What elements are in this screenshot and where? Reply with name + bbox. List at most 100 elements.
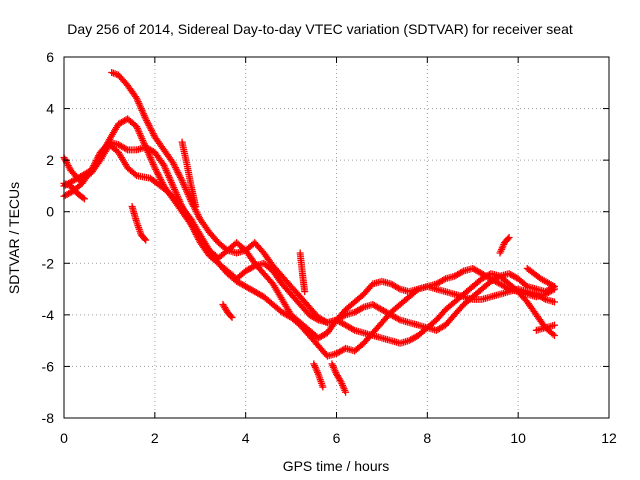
y-tick-label: 4 — [46, 101, 54, 117]
data-point — [179, 204, 187, 212]
data-point — [95, 152, 103, 160]
data-point — [549, 330, 557, 338]
x-tick-label: 0 — [60, 430, 68, 446]
data-point — [342, 388, 350, 396]
data-point — [192, 230, 200, 238]
series-short-g — [310, 360, 327, 391]
data-point — [157, 177, 165, 185]
data-point — [176, 173, 184, 181]
data-point — [458, 268, 466, 276]
data-point — [175, 170, 183, 178]
y-tick-label: -6 — [42, 358, 55, 374]
data-point — [395, 315, 403, 323]
data-point — [144, 120, 152, 128]
data-point — [195, 235, 203, 243]
data-point — [154, 170, 162, 178]
data-point — [301, 288, 309, 296]
data-point — [190, 226, 198, 234]
data-point — [93, 155, 101, 163]
data-point — [194, 234, 202, 242]
data-point — [153, 169, 161, 177]
data-point — [89, 163, 97, 171]
data-point — [551, 331, 558, 339]
y-tick-label: -8 — [42, 410, 55, 426]
data-point — [146, 123, 154, 131]
data-point — [183, 212, 191, 220]
data-point — [90, 162, 98, 170]
data-point — [191, 229, 199, 237]
x-tick-label: 12 — [601, 430, 617, 446]
data-point — [151, 164, 159, 172]
data-point — [540, 295, 548, 303]
series-short-j — [523, 264, 558, 290]
data-point — [145, 121, 153, 129]
data-point — [189, 224, 197, 232]
data-point — [158, 179, 166, 187]
data-point — [340, 312, 348, 320]
data-point — [142, 115, 150, 123]
x-tick-label: 6 — [333, 430, 341, 446]
data-point — [186, 219, 194, 227]
series-track-4 — [60, 138, 558, 334]
data-point — [505, 234, 513, 241]
data-point — [176, 172, 184, 180]
data-point — [122, 145, 130, 153]
data-point — [551, 298, 558, 306]
data-point — [194, 211, 202, 219]
data-point — [551, 321, 558, 329]
data-point — [80, 195, 88, 203]
data-point — [147, 125, 155, 133]
data-points — [60, 68, 558, 396]
data-point — [313, 315, 321, 323]
y-axis-label: SDTVAR / TECUs — [6, 182, 22, 294]
data-point — [173, 167, 181, 175]
data-point — [79, 194, 87, 202]
series-short-i — [532, 321, 558, 334]
x-axis-label: GPS time / hours — [283, 458, 390, 474]
data-point — [227, 312, 235, 320]
data-point — [186, 217, 194, 225]
x-tick-label: 10 — [510, 430, 526, 446]
data-point — [494, 273, 502, 281]
data-point — [187, 221, 195, 229]
data-point — [181, 209, 189, 217]
data-point — [92, 157, 100, 165]
data-point — [148, 126, 156, 134]
data-point — [185, 216, 193, 224]
data-point — [440, 276, 448, 284]
data-point — [193, 232, 201, 240]
data-point — [88, 165, 96, 173]
data-point — [152, 167, 160, 175]
data-point — [319, 383, 327, 391]
y-tick-label: 2 — [46, 152, 54, 168]
data-point — [178, 203, 186, 211]
data-point — [131, 170, 139, 178]
data-point — [156, 174, 164, 182]
series-short-c — [178, 138, 200, 211]
data-point — [192, 203, 200, 211]
series-short-e — [296, 249, 309, 296]
data-point — [195, 212, 203, 220]
data-point — [91, 160, 99, 168]
data-point — [143, 118, 151, 126]
data-point — [395, 284, 403, 292]
y-tick-label: 6 — [46, 49, 54, 65]
y-tick-label: -4 — [42, 307, 55, 323]
data-point — [504, 235, 512, 243]
data-point — [184, 214, 192, 222]
data-point — [358, 304, 366, 312]
data-point — [142, 236, 150, 244]
chart-title: Day 256 of 2014, Sidereal Day-to-day VTE… — [67, 21, 573, 37]
axis-ticks: 0 2 4 6 8 10 12 -8 -6 -4 -2 0 2 4 6 — [42, 49, 617, 446]
data-point — [155, 172, 163, 180]
data-point — [143, 117, 151, 125]
data-point — [190, 227, 198, 235]
series-short-f — [328, 360, 350, 396]
series-short-h — [496, 234, 513, 257]
data-point — [177, 175, 185, 183]
data-point — [91, 158, 99, 166]
data-point — [87, 166, 95, 174]
data-point — [551, 282, 558, 290]
